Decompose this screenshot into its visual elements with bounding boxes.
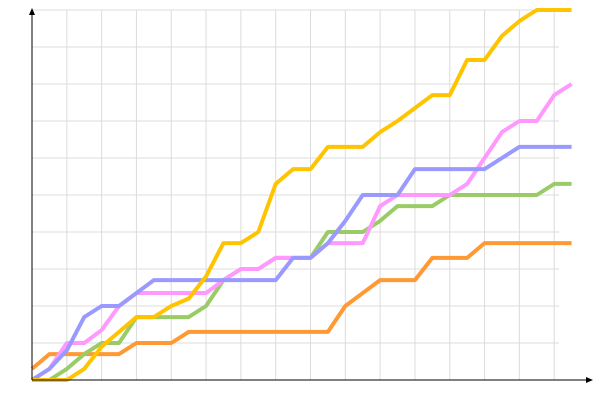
line-series xyxy=(32,181,572,382)
line-series xyxy=(30,144,572,382)
line-series xyxy=(32,8,572,382)
y-axis-arrow xyxy=(29,8,35,15)
line-series xyxy=(30,241,572,371)
plot-area xyxy=(30,8,573,382)
x-axis-arrow xyxy=(586,377,593,383)
